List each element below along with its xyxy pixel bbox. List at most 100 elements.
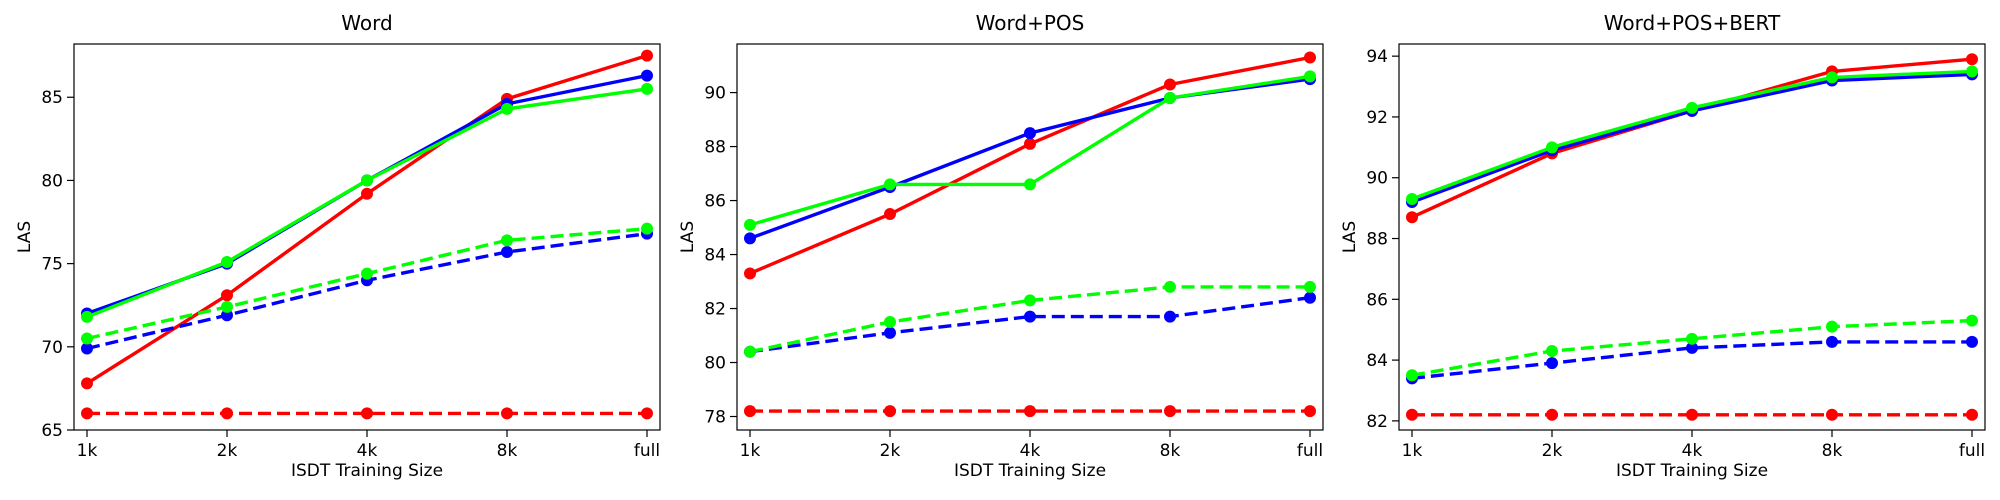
y-tick-label: 90 xyxy=(704,84,726,104)
x-tick-label: 2k xyxy=(1542,441,1563,461)
plot-frame xyxy=(73,43,661,431)
data-point xyxy=(1966,314,1978,327)
data-point xyxy=(221,255,233,268)
x-tick-label: full xyxy=(1959,441,1985,461)
data-point xyxy=(1304,280,1316,293)
data-point xyxy=(361,174,373,187)
y-axis-label: LAS xyxy=(678,221,698,253)
chart-title: Word xyxy=(341,11,392,35)
y-axis-label: LAS xyxy=(1340,221,1360,253)
data-point xyxy=(744,232,756,245)
data-point xyxy=(1826,320,1838,333)
data-point xyxy=(1024,137,1036,150)
y-tick-label: 84 xyxy=(1366,351,1388,371)
y-tick-label: 70 xyxy=(41,338,63,358)
x-tick-label: full xyxy=(634,441,660,461)
plot-area xyxy=(74,44,660,430)
y-tick-label: 90 xyxy=(1366,169,1388,189)
x-tick-label: 4k xyxy=(1020,441,1041,461)
y-axis-ticks: 82 84 86 88 90 92 94 xyxy=(1366,47,1399,432)
x-tick-label: 1k xyxy=(740,441,761,461)
x-tick-label: 2k xyxy=(880,441,901,461)
data-point xyxy=(641,222,653,235)
data-point xyxy=(501,407,513,420)
y-axis-ticks: 78 80 82 84 86 88 90 xyxy=(704,84,737,428)
data-point xyxy=(641,407,653,420)
data-point xyxy=(1546,408,1558,421)
data-point xyxy=(1304,405,1316,418)
data-point xyxy=(641,49,653,62)
data-point xyxy=(501,102,513,115)
y-tick-label: 86 xyxy=(704,192,726,212)
x-tick-label: 8k xyxy=(1160,441,1181,461)
plot-marks xyxy=(1406,53,1978,421)
data-point xyxy=(1966,53,1978,66)
data-point xyxy=(884,208,896,221)
y-tick-label: 82 xyxy=(704,300,726,320)
data-point xyxy=(81,310,93,323)
data-point xyxy=(221,407,233,420)
data-point xyxy=(1024,310,1036,323)
y-axis-ticks: 65 70 75 80 85 xyxy=(41,88,74,441)
data-point xyxy=(1966,408,1978,421)
data-point xyxy=(1024,294,1036,307)
data-point xyxy=(744,345,756,358)
data-point xyxy=(81,332,93,345)
data-point xyxy=(501,234,513,247)
data-point xyxy=(1164,405,1176,418)
x-tick-label: full xyxy=(1297,441,1323,461)
data-point xyxy=(1686,408,1698,421)
plot-marks xyxy=(81,49,653,420)
data-point xyxy=(1686,101,1698,114)
x-axis-ticks: 1k 2k 4k 8k full xyxy=(77,430,660,461)
x-tick-label: 8k xyxy=(1822,441,1843,461)
x-tick-label: 1k xyxy=(1402,441,1423,461)
data-point xyxy=(884,326,896,339)
plot-frame xyxy=(736,43,1324,431)
plot-marks xyxy=(744,51,1316,418)
data-point xyxy=(1826,335,1838,348)
x-axis-ticks: 1k 2k 4k 8k full xyxy=(740,430,1323,461)
x-axis-label: ISDT Training Size xyxy=(1616,461,1768,481)
y-tick-label: 94 xyxy=(1366,47,1388,67)
y-tick-label: 80 xyxy=(41,171,63,191)
panel-1: 65 70 75 80 85 1k 2k 4k 8k full Word ISDT Traini… xyxy=(15,11,661,481)
data-point xyxy=(1966,335,1978,348)
data-point xyxy=(1406,211,1418,224)
data-point xyxy=(221,309,233,322)
data-point xyxy=(1966,65,1978,78)
data-point xyxy=(744,267,756,280)
data-point xyxy=(1164,91,1176,104)
data-point xyxy=(884,178,896,191)
y-tick-label: 75 xyxy=(41,255,63,275)
data-point xyxy=(221,289,233,302)
data-point xyxy=(1304,51,1316,64)
chart-title: Word+POS+BERT xyxy=(1604,11,1781,35)
data-point xyxy=(1406,193,1418,206)
data-point xyxy=(1546,357,1558,370)
data-point xyxy=(1164,280,1176,293)
x-axis-label: ISDT Training Size xyxy=(291,461,443,481)
x-tick-label: 4k xyxy=(1682,441,1703,461)
data-point xyxy=(641,82,653,95)
data-point xyxy=(1164,310,1176,323)
data-point xyxy=(81,377,93,390)
data-point xyxy=(1024,405,1036,418)
data-point xyxy=(744,405,756,418)
data-point xyxy=(1686,332,1698,345)
data-point xyxy=(361,267,373,280)
plot-frame xyxy=(1398,43,1986,431)
panel-3: 82 84 86 88 90 92 94 1k 2k 4k 8k full Word+POS+BER… xyxy=(1340,11,1986,481)
x-axis-label: ISDT Training Size xyxy=(954,461,1106,481)
y-tick-label: 65 xyxy=(41,421,63,441)
data-point xyxy=(884,316,896,329)
plot-area xyxy=(737,44,1323,430)
y-tick-label: 78 xyxy=(704,408,726,428)
x-tick-label: 4k xyxy=(357,441,378,461)
data-point xyxy=(641,69,653,82)
data-point xyxy=(1546,141,1558,154)
data-point xyxy=(361,407,373,420)
data-point xyxy=(1164,78,1176,91)
x-axis-ticks: 1k 2k 4k 8k full xyxy=(1402,430,1985,461)
